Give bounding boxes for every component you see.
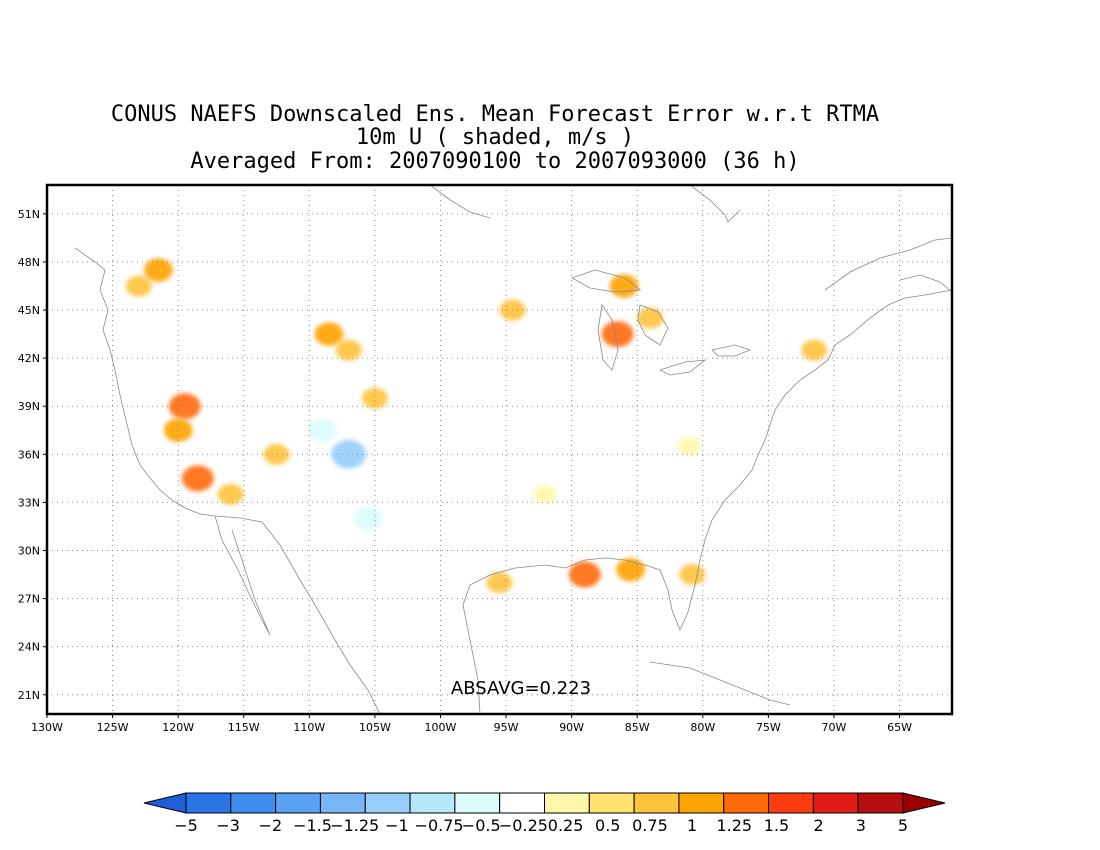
colorbar-swatch [768,792,814,814]
colorbar-label: 2 [814,816,824,835]
lon-tick-label: 100W [425,721,457,734]
map-frame [45,183,954,716]
lon-tick-label: 80W [690,721,715,734]
lat-tick-label: 36N [18,448,40,461]
colorbar-arrow-low [143,792,187,814]
error-patch [307,418,337,443]
lat-tick-label: 24N [18,641,40,654]
error-patch [678,437,702,456]
error-patch [533,485,557,504]
lon-tick-label: 120W [162,721,194,734]
error-patch [143,258,173,282]
colorbar-label: 5 [898,816,908,835]
colorbar-label: −0.25 [499,816,548,835]
title-line-1: CONUS NAEFS Downscaled Ens. Mean Forecas… [110,102,880,127]
colorbar-swatch [499,792,545,814]
colorbar-label: −1.5 [293,816,332,835]
colorbar-swatch [230,792,277,814]
axis-ticks: 130W 125W 120W 115W 110W 105W 100W 95W 90W 85W 80W… [18,208,912,734]
error-patch [270,267,297,289]
colorbar-swatch [633,792,680,814]
colorbar-label: −1 [385,816,409,835]
colorbar-arrow-high [902,792,946,814]
colorbar-swatch [723,792,770,814]
error-patch [181,465,214,492]
lon-tick-label: 95W [494,721,519,734]
lon-tick-label: 90W [559,721,584,734]
lon-tick-label: 130W [31,721,63,734]
error-patch [204,315,231,337]
colorbar-label: −3 [216,816,240,835]
error-patch [353,506,383,531]
lon-tick-label: 65W [887,721,912,734]
lat-tick-label: 30N [18,544,40,557]
error-field [125,258,828,594]
colorbar: −5 −3 −2 −1.5−1.25 −1 −0.75−0.5−0.25 0.25 0.5 0.… [143,792,946,835]
colorbar-label: 1 [687,816,697,835]
colorbar-label: −2 [259,816,283,835]
error-patch [331,440,367,469]
colorbar-swatch [364,792,411,814]
colorbar-swatch [185,792,232,814]
error-patch [263,443,290,465]
error-patch [486,572,513,594]
lat-tick-label: 21N [18,689,40,702]
error-patch [361,387,388,409]
lat-tick-label: 27N [18,593,40,606]
colorbar-label: −0.75 [415,816,464,835]
lon-tick-label: 75W [756,721,781,734]
colorbar-swatch [544,792,590,814]
lat-tick-label: 48N [18,256,40,269]
lon-tick-label: 115W [228,721,260,734]
colorbar-label: −5 [174,816,198,835]
lon-tick-label: 85W [625,721,650,734]
error-patch [335,339,362,361]
colorbar-swatch [588,792,635,814]
title-line-3: Averaged From: 2007090100 to 2007093000 … [190,149,800,174]
colorbar-swatch [275,792,321,814]
error-patch [679,564,706,586]
colorbar-swatch [319,792,366,814]
error-patch [217,483,244,505]
colorbar-swatch [812,792,859,814]
lon-tick-label: 70W [822,721,847,734]
map-background [47,185,952,714]
lat-tick-label: 39N [18,400,40,413]
colorbar-label: 1.25 [716,816,752,835]
error-patch [568,561,601,588]
lon-tick-label: 110W [293,721,325,734]
error-patch [601,321,634,348]
lat-tick-label: 45N [18,304,40,317]
grid-lines [47,185,952,714]
error-patch [801,339,828,361]
colorbar-label: 0.25 [548,816,584,835]
colorbar-label: 0.75 [632,816,668,835]
error-patch [168,393,201,420]
colorbar-swatch [678,792,725,814]
lat-tick-label: 51N [18,208,40,221]
colorbar-label: −0.5 [462,816,501,835]
lat-tick-label: 42N [18,352,40,365]
error-patch [616,557,646,582]
lon-tick-label: 125W [97,721,129,734]
colorbar-swatch [409,792,456,814]
colorbar-label: 3 [856,816,866,835]
lon-tick-label: 105W [359,721,391,734]
colorbar-label: −1.25 [330,816,379,835]
colorbar-label: 0.5 [595,816,620,835]
colorbar-swatch [857,792,904,814]
error-patch [637,307,664,329]
lat-tick-label: 33N [18,496,40,509]
title-line-2: 10m U ( shaded, m/s ) [355,125,635,150]
error-patch [314,322,344,346]
error-patch [125,275,152,297]
colorbar-label: 1.5 [764,816,789,835]
colorbar-swatch [454,792,501,814]
absavg-label: ABSAVG=0.223 [451,678,591,699]
